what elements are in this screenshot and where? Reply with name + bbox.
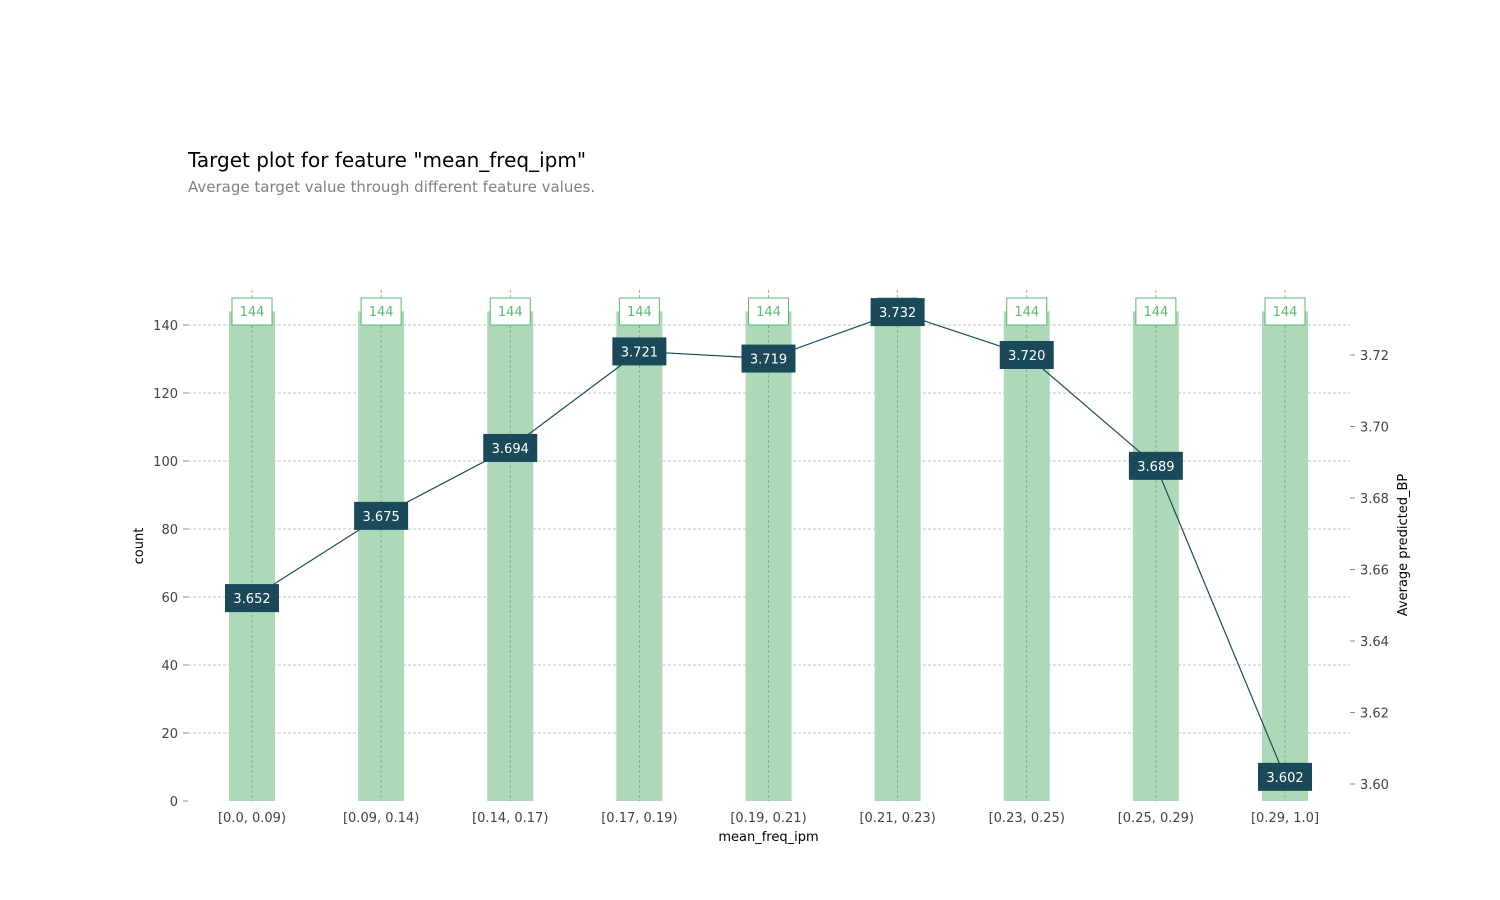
x-axis-label: mean_freq_ipm (718, 830, 818, 845)
count-label-box (1006, 297, 1048, 326)
value-label-box (483, 433, 538, 462)
y-tick-label: 140 (153, 319, 178, 334)
count-label: 144 (1273, 305, 1298, 320)
y2-tick-label: 3.70 (1360, 421, 1389, 436)
y-tick-label: 20 (161, 727, 178, 742)
value-label-box (1128, 451, 1183, 480)
value-label-box (1258, 762, 1312, 791)
vertical-grid-layer (251, 290, 1286, 801)
count-label: 144 (240, 305, 265, 320)
chart-subtitle: Average target value through different f… (188, 178, 596, 196)
y2-tick-label: 3.72 (1360, 349, 1389, 364)
x-tick-label: [0.09, 0.14) (343, 811, 419, 826)
x-tick-label: [0.29, 1.0] (1251, 811, 1319, 826)
value-label: 3.732 (879, 306, 916, 321)
value-label: 3.675 (363, 510, 400, 525)
value-label: 3.694 (492, 442, 529, 457)
value-label-box (999, 341, 1054, 369)
value-label-box (870, 298, 925, 327)
value-label: 3.720 (1008, 349, 1045, 364)
value-label: 3.602 (1266, 771, 1303, 786)
count-label-box (618, 297, 660, 326)
value-label-box (741, 344, 796, 373)
chart-title: Target plot for feature "mean_freq_ipm" (188, 148, 587, 172)
x-tick-label: [0.17, 0.19) (601, 811, 677, 826)
value-label-box (225, 584, 279, 613)
y-tick-label: 40 (161, 659, 178, 674)
labels-layer: 1441441441441441441441441443.6523.6753.6… (225, 297, 1312, 791)
y-tick-label: 0 (170, 795, 178, 810)
count-label-box (1264, 297, 1306, 326)
value-label-box (612, 337, 667, 366)
y-tick-label: 60 (161, 591, 178, 606)
y-tick-label: 80 (161, 523, 178, 538)
axes-layer: 0 20 40 60 80 100 120 140 3.60 3.62 3.64 3.66 3.68 3.… (132, 319, 1411, 845)
value-label: 3.689 (1137, 460, 1174, 475)
count-label-box (231, 297, 273, 326)
x-tick-label: [0.14, 0.17) (472, 811, 548, 826)
y2-tick-label: 3.68 (1360, 492, 1389, 507)
x-tick-label: [0.23, 0.25) (989, 811, 1065, 826)
value-label: 3.652 (233, 592, 270, 607)
value-label: 3.719 (750, 353, 787, 368)
y-tick-label: 100 (153, 455, 178, 470)
y2-tick-label: 3.64 (1360, 635, 1389, 650)
count-label-box (489, 297, 531, 326)
y-axis-label: count (132, 528, 147, 565)
count-label: 144 (1014, 305, 1039, 320)
y2-tick-label: 3.60 (1360, 778, 1389, 793)
count-label: 144 (1143, 305, 1168, 320)
count-label: 144 (369, 305, 394, 320)
count-label: 144 (627, 305, 652, 320)
count-label: 144 (498, 305, 523, 320)
x-tick-label: [0.25, 0.29) (1118, 811, 1194, 826)
x-tick-label: [0.21, 0.23) (859, 811, 935, 826)
x-tick-label: [0.19, 0.21) (730, 811, 806, 826)
y2-tick-label: 3.62 (1360, 707, 1389, 722)
count-label-box (748, 297, 789, 326)
value-label-box (354, 501, 409, 530)
y2-tick-label: 3.66 (1360, 564, 1389, 579)
count-label: 144 (756, 305, 781, 320)
x-tick-label: [0.0, 0.09) (218, 811, 286, 826)
y2-axis-label: Average predicted_BP (1396, 474, 1411, 617)
count-label-box (360, 297, 402, 326)
y-tick-label: 120 (153, 387, 178, 402)
value-label: 3.721 (621, 345, 658, 360)
count-label-box (1135, 297, 1177, 326)
